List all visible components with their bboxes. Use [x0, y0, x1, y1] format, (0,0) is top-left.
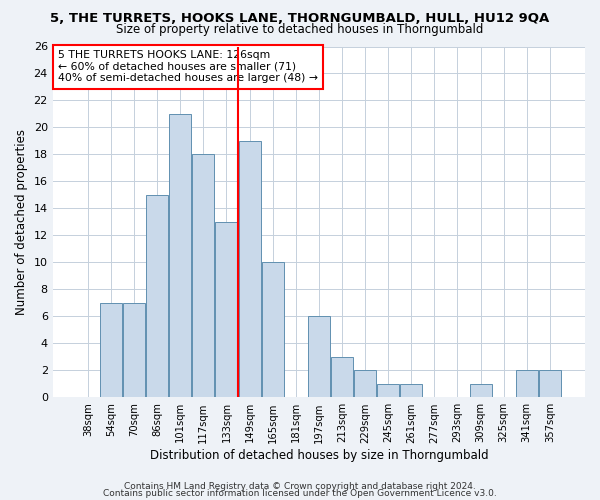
Bar [308, 316, 330, 398]
Y-axis label: Number of detached properties: Number of detached properties [15, 129, 28, 315]
Text: Contains public sector information licensed under the Open Government Licence v3: Contains public sector information licen… [103, 490, 497, 498]
Text: 5, THE TURRETS, HOOKS LANE, THORNGUMBALD, HULL, HU12 9QA: 5, THE TURRETS, HOOKS LANE, THORNGUMBALD… [50, 12, 550, 26]
Text: 5 THE TURRETS HOOKS LANE: 126sqm
← 60% of detached houses are smaller (71)
40% o: 5 THE TURRETS HOOKS LANE: 126sqm ← 60% o… [58, 50, 318, 83]
Bar [470, 384, 491, 398]
Bar [262, 262, 284, 398]
Text: Contains HM Land Registry data © Crown copyright and database right 2024.: Contains HM Land Registry data © Crown c… [124, 482, 476, 491]
Bar [169, 114, 191, 398]
Bar [331, 357, 353, 398]
Bar [400, 384, 422, 398]
Bar [377, 384, 399, 398]
Bar [516, 370, 538, 398]
Bar [215, 222, 238, 398]
Bar [146, 195, 168, 398]
Bar [539, 370, 561, 398]
Bar [193, 154, 214, 398]
Bar [354, 370, 376, 398]
Bar [100, 303, 122, 398]
Bar [123, 303, 145, 398]
Bar [239, 141, 260, 398]
X-axis label: Distribution of detached houses by size in Thorngumbald: Distribution of detached houses by size … [149, 450, 488, 462]
Text: Size of property relative to detached houses in Thorngumbald: Size of property relative to detached ho… [116, 22, 484, 36]
